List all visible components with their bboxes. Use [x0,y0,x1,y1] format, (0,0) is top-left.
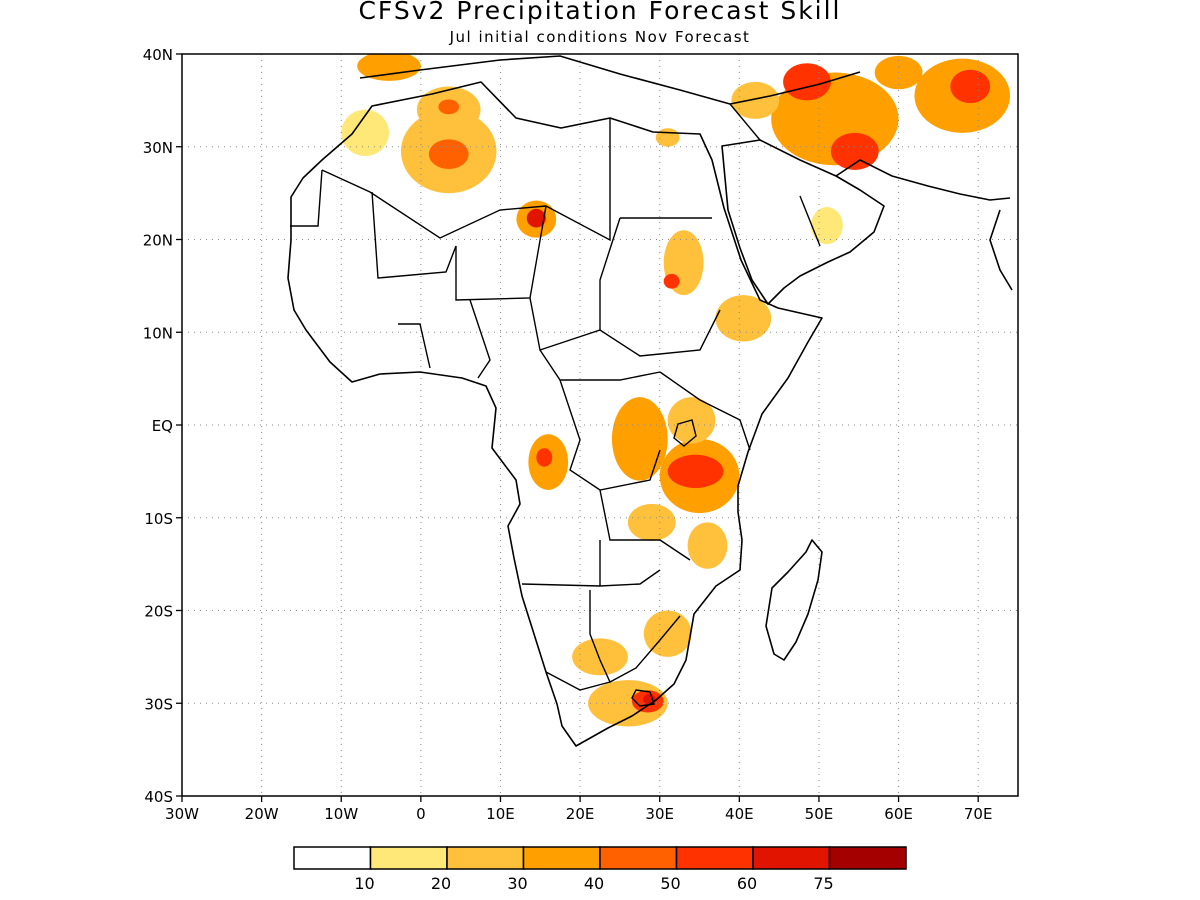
lesotho-border [631,689,655,707]
map-title: CFSv2 Precipitation Forecast Skill [358,0,842,25]
skill-region-18 [687,522,728,569]
madagascar-coastline [765,539,823,661]
x-tick-label-1: 20W [245,805,279,823]
x-tick-label-3: 0 [416,805,426,823]
colorbar-label-2: 30 [507,874,527,893]
colorbar-swatch-2 [446,846,525,870]
arabia-coastline [721,139,885,305]
skill-region-3 [438,99,460,115]
coastline-layer [287,55,1013,747]
india-coastline [989,209,1013,291]
skill-region-25 [830,132,879,170]
y-tick-label-7: 30S [144,695,173,713]
x-axis-ticks: 30W 20W 10W 0 10E 20E 30E 40E 50E 60E 70E [165,796,992,823]
skill-region-26 [783,63,831,101]
x-tick-label-8: 50E [805,805,834,823]
y-tick-label-2: 20N [143,232,173,250]
y-axis-ticks: 40N 30N 20N 10N EQ 10S 20S 30S 40S [143,46,182,806]
y-tick-label-0: 40N [143,46,173,64]
colorbar-swatch-5 [675,846,754,870]
skill-region-10 [715,295,772,342]
country-borders-layer [290,103,821,691]
skill-region-28 [950,69,991,104]
skill-region-15 [536,448,553,467]
x-tick-label-4: 10E [486,805,515,823]
colorbar: 10 20 30 40 50 60 75 [293,846,907,893]
gridlines [182,54,1018,796]
colorbar-swatch-1 [369,846,448,870]
colorbar-swatch-0 [293,846,372,870]
colorbar-swatch-3 [522,846,601,870]
y-tick-label-1: 30N [143,139,173,157]
map-subtitle: Jul initial conditions Nov Forecast [449,28,751,46]
africa-coastline [287,81,823,747]
skill-region-29 [731,81,780,119]
x-tick-label-5: 20E [566,805,595,823]
colorbar-label-3: 40 [584,874,604,893]
x-tick-label-2: 10W [324,805,358,823]
colorbar-swatch-4 [599,846,678,870]
iran-coastline [835,159,1011,201]
x-tick-label-6: 30E [645,805,674,823]
skill-region-4 [341,109,390,157]
y-tick-label-5: 10S [144,510,173,528]
y-tick-label-3: 10N [143,324,173,342]
colorbar-label-1: 20 [431,874,451,893]
skill-field-layer [341,54,1011,727]
colorbar-swatch-7 [828,846,907,870]
colorbar-label-0: 10 [354,874,374,893]
y-tick-label-6: 20S [144,603,173,621]
skill-region-32 [655,128,680,147]
skill-region-31 [810,207,843,245]
colorbar-label-5: 60 [737,874,757,893]
x-tick-label-10: 70E [964,805,993,823]
skill-region-1 [428,139,469,170]
lakes-layer [631,419,697,707]
y-tick-label-8: 40S [144,788,173,806]
skill-region-11 [611,397,668,481]
x-tick-label-0: 30W [165,805,199,823]
lake-victoria [673,419,697,447]
skill-region-17 [627,503,676,541]
skill-region-7 [526,208,546,228]
x-tick-label-7: 40E [725,805,754,823]
skill-region-13 [667,454,724,489]
skill-region-20 [572,638,628,676]
skill-region-9 [663,273,680,289]
colorbar-swatch-6 [752,846,831,870]
skill-region-5 [357,54,421,81]
colorbar-label-6: 75 [813,874,833,893]
y-tick-label-4: EQ [152,417,173,435]
x-tick-label-9: 60E [884,805,913,823]
colorbar-label-4: 50 [660,874,680,893]
mediterranean-north-coast [359,55,861,105]
